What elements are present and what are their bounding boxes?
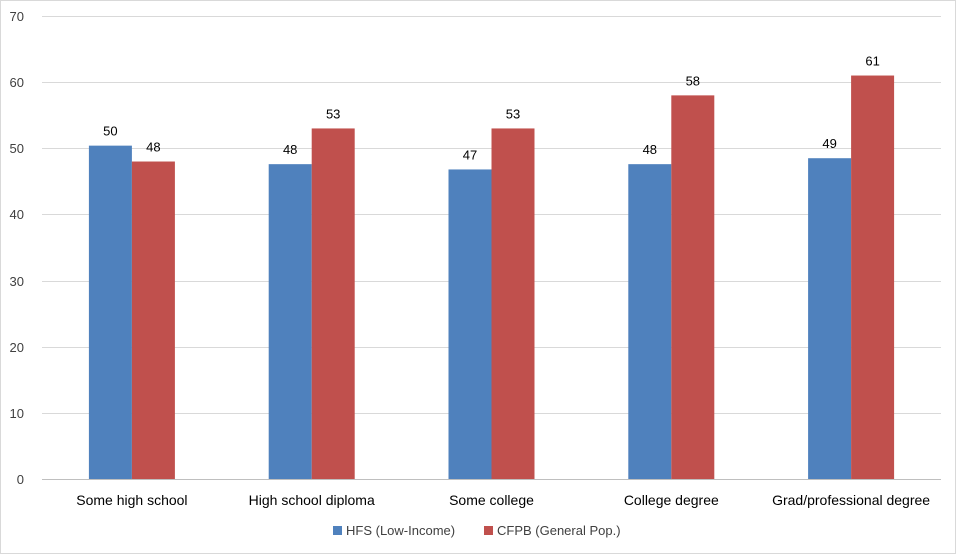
bar-hfs [808,158,852,479]
data-label: 48 [146,140,160,155]
bar-hfs [448,169,492,480]
bar-hfs [88,145,132,479]
data-label: 48 [643,142,657,157]
x-tick-label: Some college [449,492,534,508]
legend-swatch-cfpb [484,526,493,535]
bar-hfs [628,164,672,479]
data-label: 58 [686,73,700,88]
data-label: 47 [463,147,477,162]
y-tick-label: 30 [10,274,24,289]
x-tick-label: Grad/professional degree [772,492,930,508]
x-tick-label: High school diploma [249,492,375,508]
y-tick-label: 40 [10,207,24,222]
bar-cfpb [131,161,175,479]
bar-cfpb [851,75,895,480]
data-label: 53 [326,106,340,121]
data-label: 61 [865,54,879,69]
data-label: 49 [822,136,836,151]
bar-cfpb [671,95,715,479]
y-tick-label: 20 [10,340,24,355]
bar-cfpb [311,128,355,479]
y-tick-label: 10 [10,406,24,421]
y-tick-label: 60 [10,75,24,90]
legend-label-cfpb: CFPB (General Pop.) [497,523,621,538]
data-label: 50 [103,124,117,139]
bar-cfpb [491,128,535,479]
x-tick-label: College degree [624,492,719,508]
y-tick-label: 0 [17,472,24,487]
legend-swatch-hfs [333,526,342,535]
x-tick-label: Some high school [76,492,187,508]
y-tick-label: 50 [10,141,24,156]
data-label: 53 [506,106,520,121]
y-tick-label: 70 [10,9,24,24]
bar-hfs [268,164,312,479]
data-label: 48 [283,142,297,157]
legend-label-hfs: HFS (Low-Income) [346,523,455,538]
